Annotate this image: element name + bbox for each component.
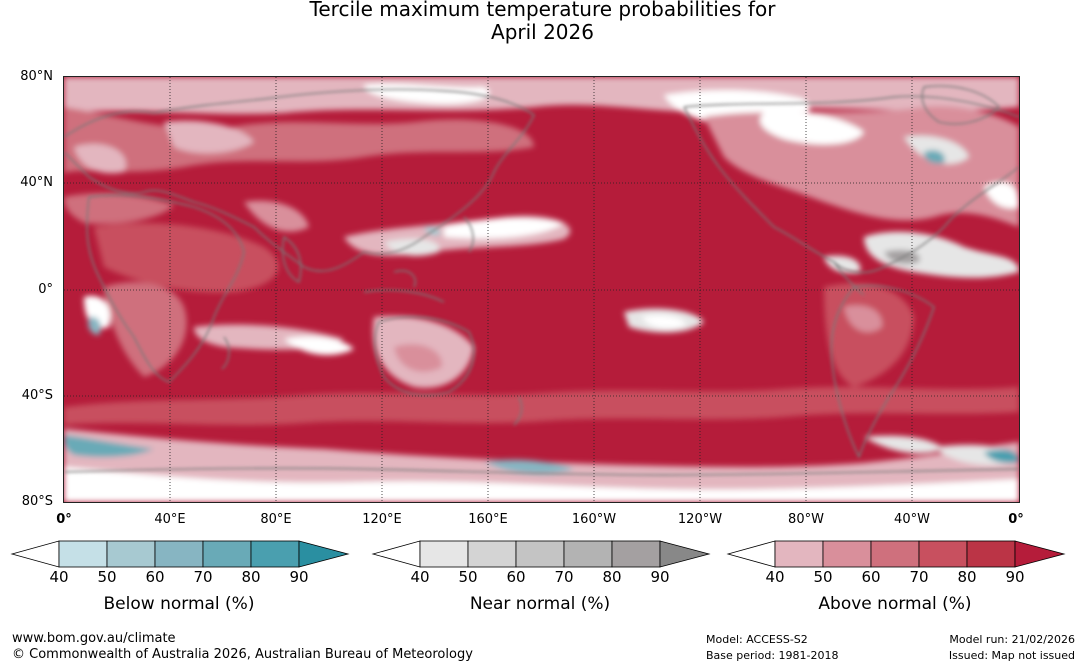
tick-label: 40 bbox=[410, 568, 430, 586]
tick-label: 70 bbox=[909, 568, 929, 586]
title-line-1: Tercile maximum temperature probabilitie… bbox=[309, 0, 776, 21]
colorbar-near-bin-2 bbox=[467, 540, 517, 568]
title-line-2: April 2026 bbox=[491, 20, 594, 44]
lon-label-120e: 120°E bbox=[362, 512, 402, 527]
model-name: Model: ACCESS-S2 bbox=[706, 633, 808, 646]
map-title: Tercile maximum temperature probabilitie… bbox=[0, 0, 1085, 44]
colorbar-above-arrow-right bbox=[1014, 540, 1066, 568]
copyright-text: © Commonwealth of Australia 2026, Austra… bbox=[12, 647, 473, 662]
lon-label-160w: 160°W bbox=[571, 512, 617, 527]
tick-label: 90 bbox=[650, 568, 670, 586]
colorbar-below-bin-3 bbox=[154, 540, 204, 568]
lat-label-40s: 40°S bbox=[21, 388, 53, 403]
colorbar-near-bin-1 bbox=[419, 540, 469, 568]
legend-below-normal: 40 50 60 70 80 90 Below normal (%) bbox=[10, 540, 350, 614]
colorbar-below-bin-4 bbox=[202, 540, 252, 568]
probability-map bbox=[63, 76, 1020, 503]
tick-label: 40 bbox=[765, 568, 785, 586]
lon-label-40w: 40°W bbox=[894, 512, 930, 527]
base-period: Base period: 1981-2018 bbox=[706, 649, 839, 662]
colorbar-above-bin-1 bbox=[774, 540, 824, 568]
colorbar-near-bin-4 bbox=[563, 540, 613, 568]
colorbar-above bbox=[726, 540, 1066, 568]
colorbar-above-bin-2 bbox=[822, 540, 872, 568]
colorbar-above-bin-4 bbox=[918, 540, 968, 568]
legend-near-title: Near normal (%) bbox=[469, 594, 611, 614]
lat-label-80s: 80°S bbox=[21, 494, 53, 509]
model-run: Model run: 21/02/2026 bbox=[949, 633, 1075, 646]
lat-label-80n: 80°N bbox=[20, 69, 53, 84]
colorbar-near-bin-3 bbox=[515, 540, 565, 568]
colorbar-below-bin-5 bbox=[250, 540, 300, 568]
issued-status: Issued: Map not issued bbox=[948, 649, 1075, 662]
colorbar-below bbox=[10, 540, 350, 568]
colorbar-near-arrow-left bbox=[371, 540, 421, 568]
colorbar-above-arrow-left bbox=[726, 540, 776, 568]
colorbar-near-bin-5 bbox=[611, 540, 661, 568]
website-link[interactable]: www.bom.gov.au/climate bbox=[12, 631, 176, 646]
graticule bbox=[64, 77, 1019, 502]
tick-label: 60 bbox=[506, 568, 526, 586]
colorbar-below-bin-1 bbox=[58, 540, 108, 568]
colorbar-near-arrow-right bbox=[659, 540, 711, 568]
colorbar-below-arrow-left bbox=[10, 540, 60, 568]
tick-label: 60 bbox=[145, 568, 165, 586]
colorbar-below-arrow-right bbox=[298, 540, 350, 568]
tick-label: 90 bbox=[289, 568, 309, 586]
colorbar-above-bin-3 bbox=[870, 540, 920, 568]
lon-label-120w: 120°W bbox=[677, 512, 723, 527]
lon-label-160e: 160°E bbox=[468, 512, 508, 527]
tick-label: 90 bbox=[1005, 568, 1025, 586]
tick-label: 80 bbox=[957, 568, 977, 586]
coastlines bbox=[64, 85, 1019, 476]
colorbar-below-bin-2 bbox=[106, 540, 156, 568]
colorbar-near bbox=[371, 540, 711, 568]
legend-below-title: Below normal (%) bbox=[103, 594, 255, 614]
tick-label: 80 bbox=[602, 568, 622, 586]
tick-label: 50 bbox=[813, 568, 833, 586]
tick-label: 70 bbox=[193, 568, 213, 586]
tick-label: 60 bbox=[861, 568, 881, 586]
legend-above-normal: 40 50 60 70 80 90 Above normal (%) bbox=[726, 540, 1066, 614]
lat-label-0: 0° bbox=[38, 282, 53, 297]
tick-label: 50 bbox=[458, 568, 478, 586]
legend-above-title: Above normal (%) bbox=[818, 594, 972, 614]
tick-label: 40 bbox=[49, 568, 69, 586]
map-canvas bbox=[64, 77, 1019, 502]
tick-label: 50 bbox=[97, 568, 117, 586]
colorbar-above-bin-5 bbox=[966, 540, 1016, 568]
lon-label-0-left: 0° bbox=[56, 512, 72, 527]
lon-label-80w: 80°W bbox=[788, 512, 824, 527]
lon-label-40e: 40°E bbox=[154, 512, 186, 527]
tick-label: 70 bbox=[554, 568, 574, 586]
lon-label-80e: 80°E bbox=[260, 512, 292, 527]
lon-label-0-right: 0° bbox=[1008, 512, 1024, 527]
lat-label-40n: 40°N bbox=[20, 175, 53, 190]
tick-label: 80 bbox=[241, 568, 261, 586]
legend-near-normal: 40 50 60 70 80 90 Near normal (%) bbox=[371, 540, 711, 614]
